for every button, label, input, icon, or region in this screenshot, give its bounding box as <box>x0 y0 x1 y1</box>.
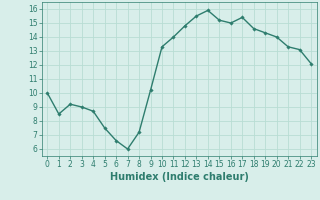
X-axis label: Humidex (Indice chaleur): Humidex (Indice chaleur) <box>110 172 249 182</box>
